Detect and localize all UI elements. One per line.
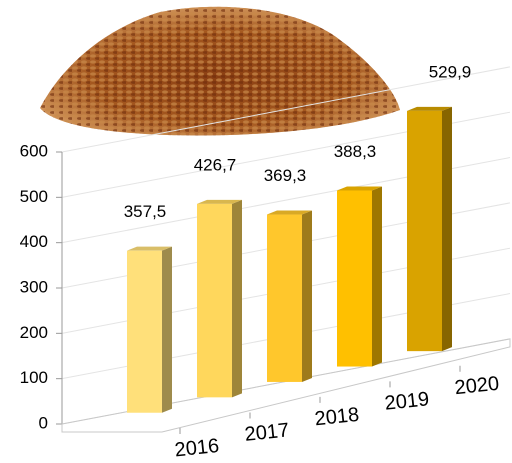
bar-side	[162, 246, 172, 413]
y-tick-label: 500	[20, 187, 48, 206]
bar-top	[127, 246, 172, 251]
y-tick-label: 100	[20, 368, 48, 387]
value-label: 357,5	[124, 202, 167, 221]
y-tick-label: 200	[20, 323, 48, 342]
x-tick-label: 2019	[384, 388, 431, 415]
y-tick-label: 400	[20, 232, 48, 251]
bar-top	[337, 186, 382, 191]
x-tick-label: 2017	[244, 419, 291, 446]
x-tick-label: 2020	[454, 373, 501, 400]
bar	[267, 214, 302, 382]
bar-top	[407, 106, 452, 111]
value-label: 529,9	[429, 62, 472, 81]
bar-side	[372, 186, 382, 367]
y-tick-label: 300	[20, 277, 48, 296]
grid-line	[61, 66, 511, 153]
y-tick-label: 600	[20, 141, 48, 160]
bar-side	[442, 106, 452, 352]
x-tick-label: 2018	[314, 404, 361, 431]
bar	[407, 110, 442, 352]
bar-side	[302, 210, 312, 382]
bar-top	[267, 210, 312, 215]
bar-top	[197, 199, 242, 204]
value-label: 369,3	[264, 166, 307, 185]
value-label: 388,3	[334, 142, 377, 161]
x-tick-label: 2016	[174, 435, 221, 462]
floor	[61, 338, 511, 433]
grain-texture	[40, 6, 400, 136]
grain-pile	[40, 6, 400, 136]
y-tick-label: 0	[39, 413, 48, 432]
value-label: 426,7	[194, 155, 237, 174]
bar	[337, 190, 372, 367]
bar-side	[232, 199, 242, 398]
bar	[197, 203, 232, 398]
bar	[127, 250, 162, 413]
